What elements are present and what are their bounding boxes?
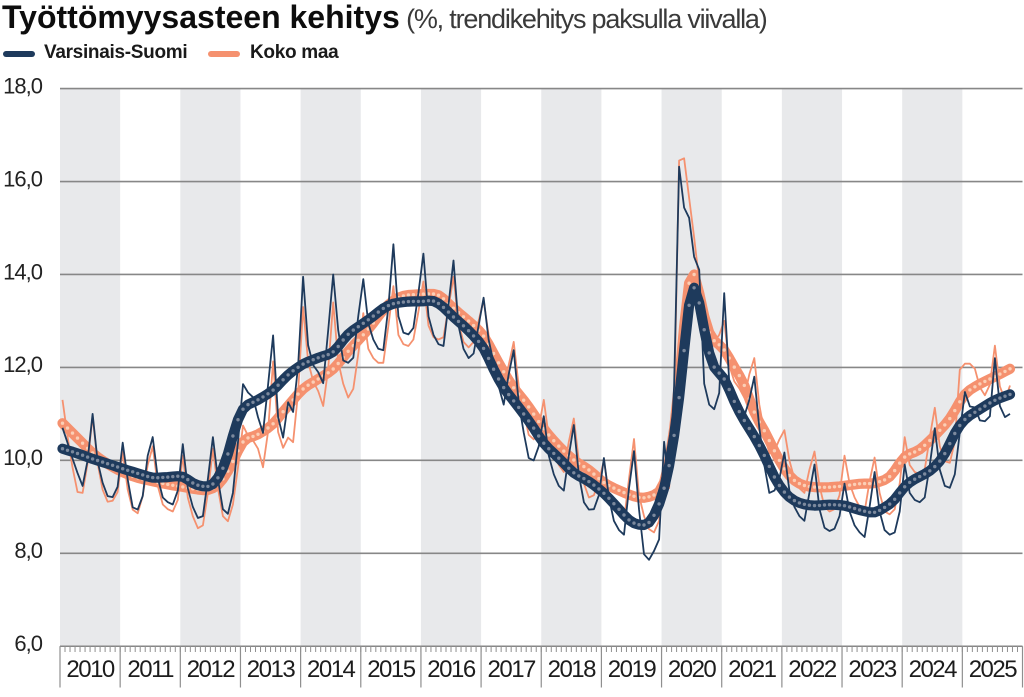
svg-text:2019: 2019 (608, 656, 657, 683)
svg-text:2013: 2013 (247, 656, 296, 683)
svg-text:12,0: 12,0 (3, 352, 43, 377)
svg-text:16,0: 16,0 (3, 166, 43, 191)
svg-text:6,0: 6,0 (14, 631, 42, 656)
svg-text:18,0: 18,0 (3, 73, 43, 98)
svg-text:2023: 2023 (848, 656, 897, 683)
svg-text:10,0: 10,0 (3, 445, 43, 470)
svg-text:2016: 2016 (427, 656, 476, 683)
svg-text:14,0: 14,0 (3, 259, 43, 284)
svg-text:2022: 2022 (788, 656, 837, 683)
svg-text:2017: 2017 (488, 656, 537, 683)
svg-text:2025: 2025 (969, 656, 1018, 683)
svg-text:2010: 2010 (66, 656, 115, 683)
svg-text:2015: 2015 (367, 656, 416, 683)
svg-text:2018: 2018 (548, 656, 597, 683)
svg-text:8,0: 8,0 (14, 538, 42, 563)
svg-text:2014: 2014 (307, 656, 356, 683)
svg-text:2024: 2024 (909, 656, 958, 683)
svg-text:2020: 2020 (668, 656, 717, 683)
svg-text:2012: 2012 (187, 656, 236, 683)
svg-text:2021: 2021 (728, 656, 777, 683)
svg-text:2011: 2011 (127, 656, 174, 683)
